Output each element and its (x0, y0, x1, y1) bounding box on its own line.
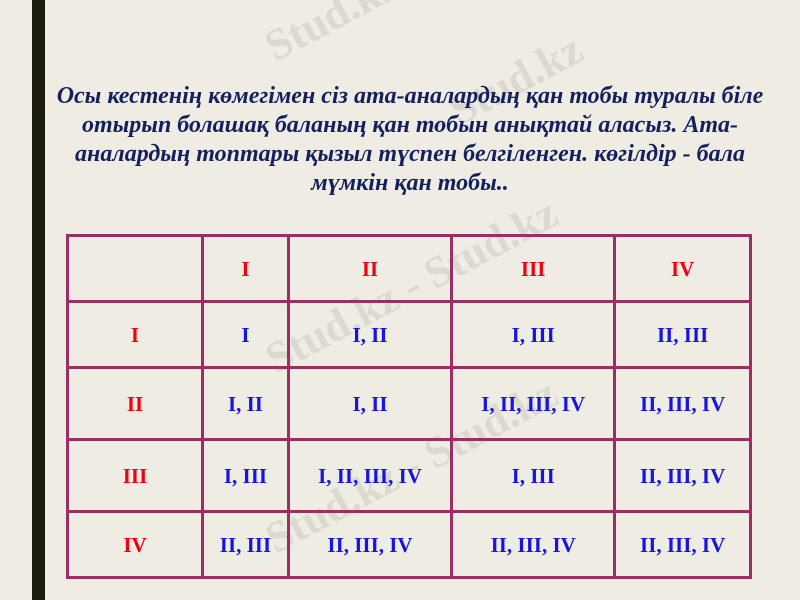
table-cell: I, II (201, 366, 290, 441)
table-cell: I, II (286, 300, 454, 369)
row-header: I (66, 300, 204, 369)
table-cell: II, III, IV (613, 366, 752, 441)
slide-accent-bar (32, 0, 45, 600)
table-cell: I, III (450, 300, 617, 369)
table-cell: I, II (286, 366, 454, 441)
column-header: I (201, 234, 290, 303)
table-cell: II, III (201, 510, 290, 579)
table-cell: I, II, III, IV (286, 438, 454, 513)
table-row: II I, II I, II I, II, III, IV II, III, I… (66, 366, 752, 441)
column-header: III (450, 234, 617, 303)
corner-cell (66, 234, 204, 303)
table-cell: II, III, IV (450, 510, 617, 579)
slide-title: Осы кестенің көмегімен сіз ата-аналардың… (56, 83, 764, 196)
column-header: II (286, 234, 454, 303)
table-cell: I (201, 300, 290, 369)
table-cell: II, III, IV (613, 510, 752, 579)
table-cell: I, III (201, 438, 290, 513)
row-header: II (66, 366, 204, 441)
table-row: I I I, II I, III II, III (66, 300, 752, 369)
blood-group-table: I II III IV I I I, II I, III II, III II … (66, 234, 752, 579)
row-header: IV (66, 510, 204, 579)
table-cell: II, III, IV (286, 510, 454, 579)
table-cell: I, II, III, IV (450, 366, 617, 441)
table-cell: II, III (613, 300, 752, 369)
table-header-row: I II III IV (66, 234, 752, 303)
table-cell: I, III (450, 438, 617, 513)
watermark: Stud.kz (256, 0, 407, 71)
table-row: IV II, III II, III, IV II, III, IV II, I… (66, 510, 752, 579)
table-cell: II, III, IV (613, 438, 752, 513)
column-header: IV (613, 234, 752, 303)
row-header: III (66, 438, 204, 513)
table-row: III I, III I, II, III, IV I, III II, III… (66, 438, 752, 513)
